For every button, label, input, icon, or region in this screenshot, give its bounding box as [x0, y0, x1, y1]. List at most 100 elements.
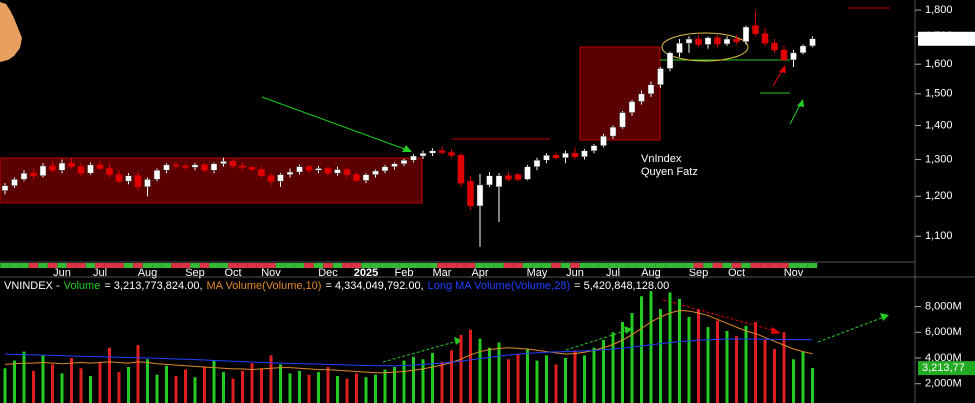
- candle-body: [49, 165, 56, 171]
- candle-body: [153, 170, 161, 180]
- month-strip: [171, 263, 181, 268]
- month-strip: [551, 263, 561, 268]
- x-tick-label: Apr: [471, 267, 488, 279]
- volume-bar: [241, 370, 244, 403]
- x-tick-label: Oct: [224, 267, 241, 279]
- month-strip: [114, 263, 124, 268]
- month-strip: [769, 263, 780, 268]
- volume-tag: [918, 361, 975, 376]
- candle-body: [343, 169, 351, 175]
- candle-body: [381, 166, 389, 172]
- arrow-head: [771, 327, 781, 334]
- candle-body: [391, 163, 398, 167]
- volume-bar: [298, 370, 301, 403]
- candle-body: [267, 175, 275, 182]
- month-strip: [684, 263, 694, 268]
- candle-body: [11, 179, 18, 186]
- month-strip: [722, 263, 732, 268]
- candle-body: [562, 152, 569, 159]
- month-strip: [788, 263, 799, 268]
- legend-entry: Long MA Volume(Volume,28): [428, 280, 570, 292]
- candle-body: [600, 135, 607, 146]
- volume-bar: [412, 356, 415, 403]
- ma-line: [4, 338, 813, 367]
- month-strip: [456, 263, 466, 268]
- candle-body: [638, 93, 645, 102]
- arrow-head: [402, 145, 412, 152]
- month-strip: [342, 263, 352, 268]
- month-strip: [399, 263, 409, 268]
- y-tick-label: 1,300: [925, 153, 953, 165]
- volume-bar: [488, 347, 491, 403]
- volume-bar: [364, 377, 368, 403]
- volume-bar: [222, 372, 225, 403]
- month-strip: [541, 263, 552, 268]
- volume-bar: [744, 325, 748, 403]
- month-strip: [465, 263, 476, 268]
- volume-bar: [269, 355, 273, 403]
- volume-header: VNINDEX - Volume = 3,213,773,824.00, MA Vol…: [4, 280, 669, 292]
- candle-body: [419, 152, 427, 157]
- month-strip: [28, 263, 39, 268]
- month-strip: [142, 263, 153, 268]
- volume-bar: [70, 358, 73, 403]
- volume-bar: [146, 359, 149, 403]
- candle-body: [1, 185, 9, 191]
- volume-bar: [345, 378, 349, 403]
- candle-body: [286, 171, 294, 175]
- volume-bar: [393, 367, 396, 403]
- candle-body: [429, 150, 436, 154]
- candle-body: [39, 165, 47, 176]
- candle-body: [457, 155, 465, 184]
- month-strip: [598, 263, 609, 268]
- legend-entry: = 4,334,049,792.00,: [325, 280, 423, 292]
- candle-body: [771, 42, 778, 51]
- volume-bar: [754, 322, 757, 403]
- candle-body: [448, 152, 455, 156]
- arrow-head: [454, 337, 462, 345]
- volume-bar: [602, 340, 605, 403]
- volume-bar: [250, 363, 254, 403]
- month-strip: [266, 263, 276, 268]
- candle-body: [201, 164, 208, 171]
- candle-body: [571, 152, 579, 157]
- month-strip: [703, 263, 713, 268]
- volume-bar: [640, 296, 643, 403]
- volume-bar: [782, 332, 786, 403]
- volume-bar: [127, 367, 130, 403]
- month-strip: [294, 263, 305, 268]
- x-tick-label: Aug: [138, 267, 158, 279]
- volume-bar: [355, 373, 358, 403]
- x-tick-label: Nov: [261, 267, 281, 279]
- volume-bar: [165, 365, 168, 403]
- x-tick-label: Jul: [606, 267, 620, 279]
- candle-body: [372, 170, 379, 175]
- month-strip: [180, 263, 191, 268]
- month-strip: [57, 263, 67, 268]
- arrow: [261, 96, 411, 152]
- candle-body: [609, 126, 617, 137]
- x-tick-label: Aug: [641, 267, 661, 279]
- month-strip: [332, 263, 343, 268]
- month-strip: [190, 263, 200, 268]
- candle-body: [77, 166, 85, 174]
- candle-body: [229, 161, 237, 167]
- x-tick-label: Sep: [185, 267, 205, 279]
- month-strip: [503, 263, 514, 268]
- x-tick-label: May: [527, 267, 548, 279]
- volume-bar: [22, 351, 26, 403]
- month-strip: [750, 263, 761, 268]
- y-tick-label: 1,200: [925, 190, 953, 202]
- price-tag-label: 1,690.99: [930, 33, 973, 45]
- candle-body: [239, 165, 246, 168]
- month-strip: [712, 263, 723, 268]
- month-strip: [731, 263, 742, 268]
- month-strip: [437, 263, 447, 268]
- volume-bar: [260, 368, 263, 403]
- candle-body: [305, 166, 313, 171]
- arrow: [662, 299, 777, 332]
- volume-bar: [374, 374, 377, 403]
- month-strip: [209, 263, 219, 268]
- month-strip: [237, 263, 248, 268]
